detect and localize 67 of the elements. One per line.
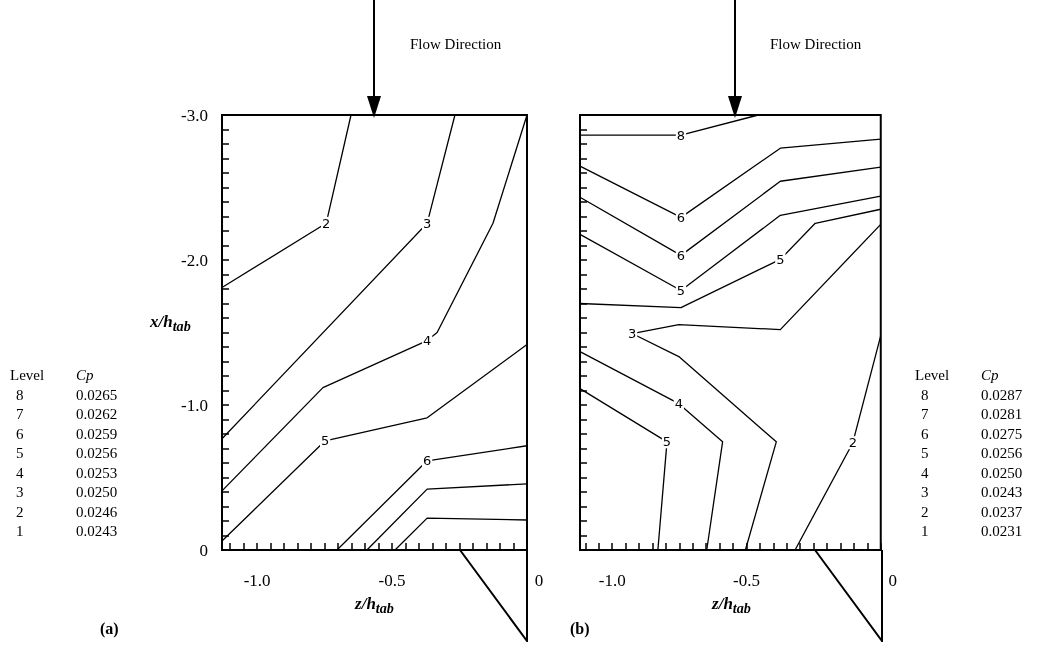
text: 0.0250 bbox=[76, 483, 118, 502]
series-label: 4 bbox=[422, 333, 432, 349]
text: 0.0246 bbox=[76, 502, 118, 522]
series-label: 2 bbox=[322, 215, 331, 231]
text: 3 bbox=[15, 483, 25, 502]
x-tick-label: 0 bbox=[888, 571, 897, 590]
series-label: 3 bbox=[627, 326, 637, 342]
text: 0.0253 bbox=[76, 463, 118, 483]
series-label: 5 bbox=[776, 251, 785, 267]
text: 0.0281 bbox=[981, 405, 1023, 424]
x-tick-label: -1.0 bbox=[243, 571, 271, 590]
text: Flow Direction bbox=[410, 36, 502, 53]
series-label: 8 bbox=[676, 127, 686, 143]
text: (b) bbox=[570, 620, 590, 638]
text: 0.0237 bbox=[981, 502, 1023, 522]
x-tick-label: -0.5 bbox=[378, 571, 406, 590]
text: 8 bbox=[920, 385, 930, 405]
text: 0.0259 bbox=[76, 424, 118, 444]
series-label: 2 bbox=[848, 435, 857, 451]
text: 0.0256 bbox=[981, 444, 1023, 463]
text: Cp bbox=[76, 366, 94, 385]
x-tick-label: -0.5 bbox=[733, 571, 760, 590]
text: 7 bbox=[920, 405, 930, 424]
text: 0.0256 bbox=[76, 444, 118, 463]
series-label: 6 bbox=[676, 209, 686, 225]
text: 0.0275 bbox=[981, 424, 1023, 444]
text: 5 bbox=[920, 444, 930, 463]
text: 1 bbox=[15, 522, 25, 541]
series-label: 5 bbox=[676, 282, 686, 298]
text: Level bbox=[915, 366, 951, 385]
text: 3 bbox=[920, 483, 930, 502]
y-tick-label: -2.0 bbox=[181, 250, 208, 270]
x-axis-title: z/h$_{tab}$ bbox=[710, 594, 752, 618]
text: 1 bbox=[920, 522, 930, 541]
text: 4 bbox=[920, 463, 930, 483]
text: 0.0250 bbox=[981, 463, 1023, 483]
series-label: 5 bbox=[320, 433, 330, 449]
text: Level bbox=[10, 366, 46, 385]
text: 0.0243 bbox=[76, 522, 118, 541]
y-tick-label: 0 bbox=[199, 540, 208, 560]
text: 7 bbox=[15, 405, 25, 424]
series-label: 3 bbox=[422, 215, 432, 231]
text: 0.0262 bbox=[76, 405, 118, 424]
text: 2 bbox=[920, 502, 930, 522]
text: 4 bbox=[15, 463, 25, 483]
text: Flow Direction bbox=[770, 36, 862, 53]
series-label: 5 bbox=[662, 434, 672, 450]
x-tick-label: -1.0 bbox=[598, 571, 626, 590]
text: (a) bbox=[100, 620, 119, 638]
text: 8 bbox=[15, 385, 25, 405]
text: 0.0287 bbox=[981, 385, 1023, 405]
text: 0.0243 bbox=[981, 483, 1023, 502]
y-tick-label: -1.0 bbox=[181, 395, 208, 415]
text: 0.0265 bbox=[76, 385, 118, 405]
y-tick-label: -3.0 bbox=[181, 105, 208, 125]
text: 6 bbox=[15, 424, 25, 444]
series-label: 6 bbox=[422, 453, 432, 469]
text: 2 bbox=[15, 502, 25, 522]
series-label: 4 bbox=[674, 396, 683, 412]
x-axis-title: z/h$_{tab}$ bbox=[353, 594, 395, 618]
text: Cp bbox=[981, 366, 999, 385]
text: 5 bbox=[15, 444, 25, 463]
text: 0.0231 bbox=[981, 522, 1023, 541]
series-label: 6 bbox=[676, 247, 686, 263]
text: 6 bbox=[920, 424, 930, 444]
x-tick-label: 0 bbox=[534, 571, 544, 590]
y-axis-title: x/h$_{tab}$ bbox=[150, 312, 191, 336]
